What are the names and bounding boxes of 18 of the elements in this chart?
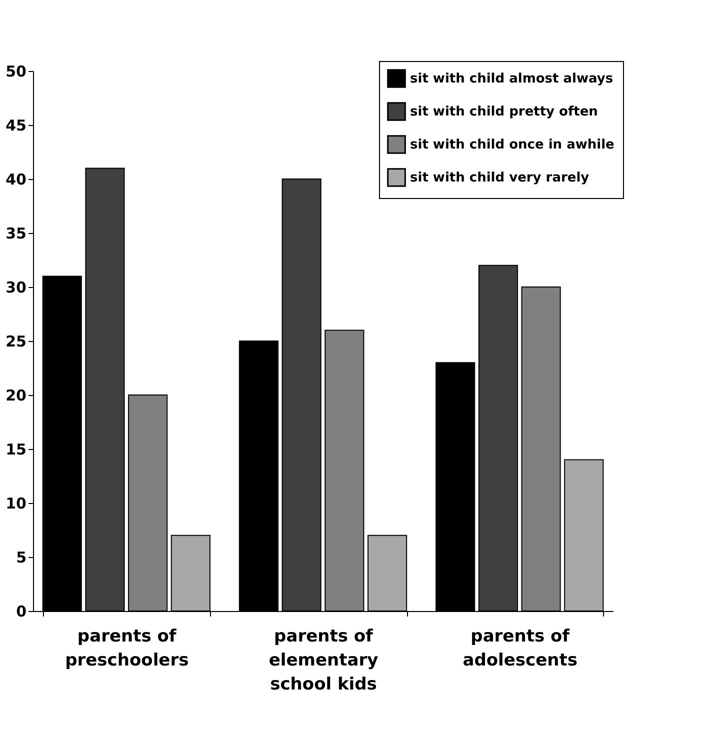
y-tick-label: 35: [6, 224, 26, 242]
y-tick-label: 50: [6, 62, 26, 80]
legend-label: sit with child once in awhile: [410, 138, 615, 152]
x-tick-label: parents of elementary school kids: [268, 626, 378, 694]
legend-label: sit with child almost always: [410, 72, 614, 86]
x-tick-label: parents of preschoolers: [65, 626, 189, 670]
y-tick-label: 15: [6, 440, 26, 458]
y-tick-label: 45: [6, 116, 26, 134]
y-tick-label: 40: [6, 170, 26, 188]
y-tick-label: 0: [16, 602, 26, 620]
x-tick-label: parents of adolescents: [462, 626, 578, 670]
y-tick-label: 20: [6, 386, 26, 404]
y-tick-label: 5: [16, 548, 26, 566]
y-tick-label: 10: [6, 494, 26, 512]
y-tick-label: 30: [6, 278, 26, 296]
legend-label: sit with child very rarely: [410, 170, 590, 186]
legend-label: sit with child pretty often: [410, 104, 598, 120]
y-tick-label: 25: [6, 332, 26, 350]
